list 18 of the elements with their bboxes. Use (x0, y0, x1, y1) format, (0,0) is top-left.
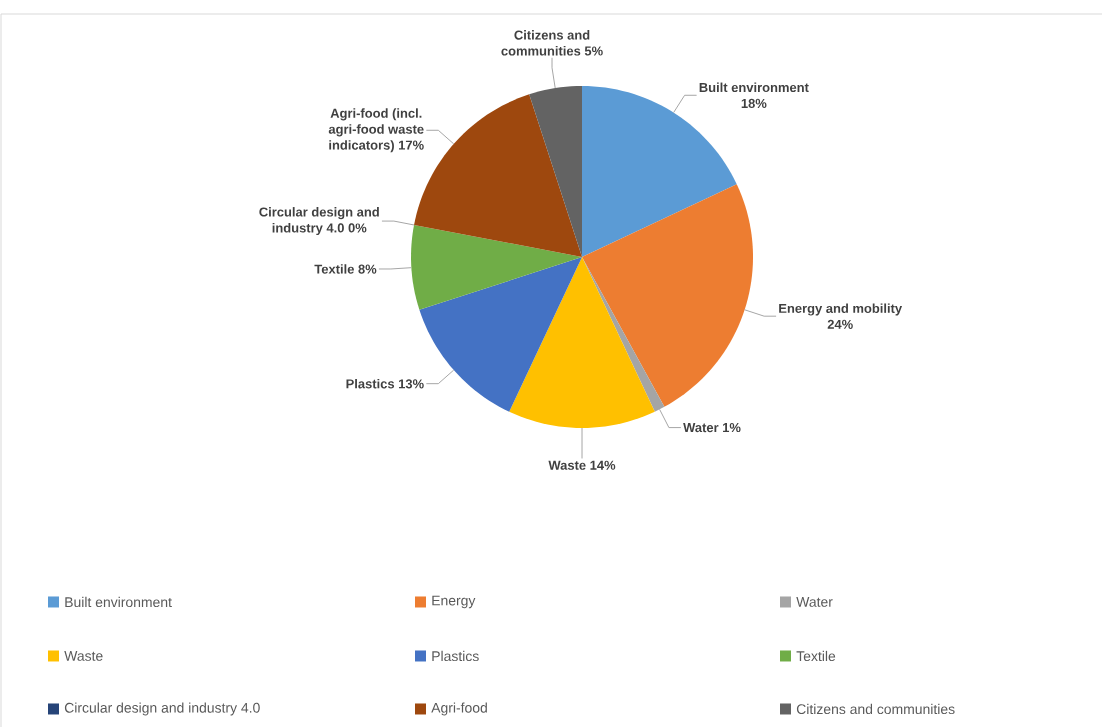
legend-label: Waste (64, 651, 103, 661)
legend-label: Energy (432, 595, 476, 609)
legend-label: Water (796, 597, 833, 607)
data-label: Water 1% (683, 423, 741, 433)
legend-label: Citizens and communities (796, 703, 955, 715)
legend-label: Textile (796, 650, 836, 662)
legend-label: Plastics (432, 650, 479, 662)
data-label: Agri-food (incl. agri-food waste indicators) 17% (328, 108, 424, 153)
data-label: Textile 8% (314, 264, 377, 274)
text: Circular design and industry 4.0 0% (259, 207, 379, 236)
legend-label: Circular design and industry 4.0 (64, 702, 260, 716)
legend-label: Agri-food (431, 702, 487, 716)
legend-label: Built environment (65, 596, 172, 608)
data-label: Plastics 13% (346, 378, 424, 389)
data-label: Citizens and communities 5% (501, 30, 603, 56)
data-label: Energy and mobility 24% (779, 303, 903, 329)
data-label: Built environment 18% (699, 82, 809, 108)
data-label: Waste 14% (548, 460, 616, 470)
